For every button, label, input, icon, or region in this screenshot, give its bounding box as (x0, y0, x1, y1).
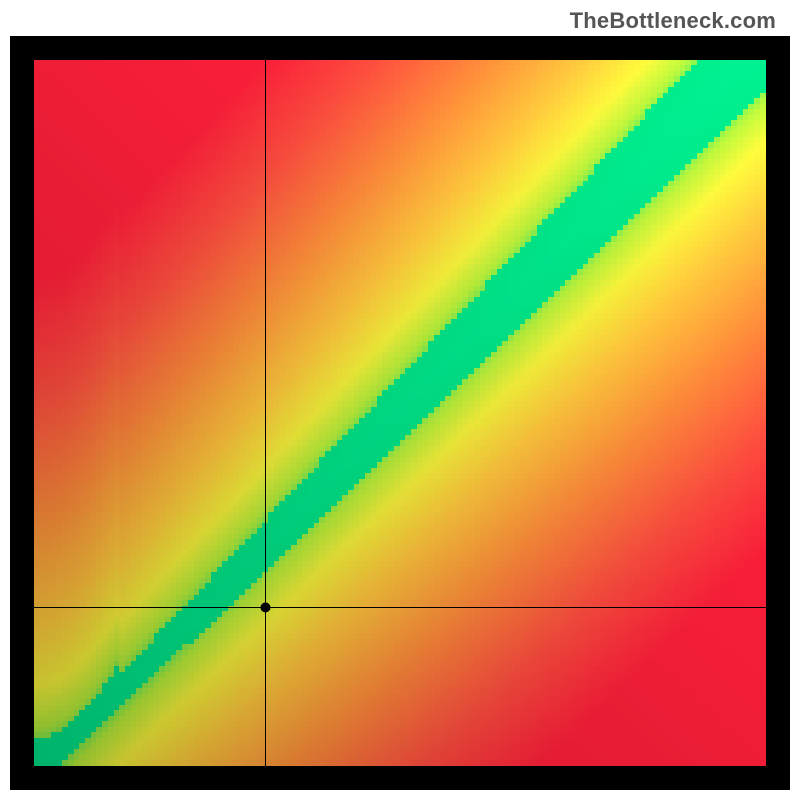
attribution-text: TheBottleneck.com (570, 8, 776, 34)
figure-container: TheBottleneck.com (0, 0, 800, 800)
crosshair-overlay (34, 60, 766, 766)
